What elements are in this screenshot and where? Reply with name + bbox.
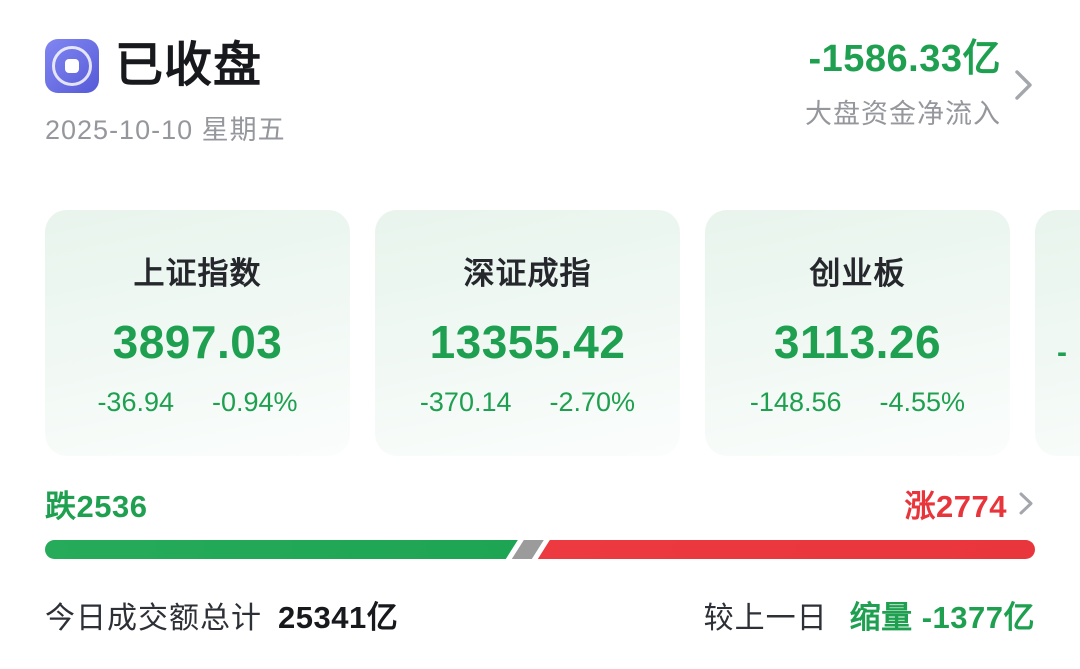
index-name: 深证成指 xyxy=(463,256,592,291)
breadth-bar-decliners xyxy=(45,540,518,559)
net-inflow-block[interactable]: -1586.33亿 大盘资金净流入 xyxy=(805,38,1035,131)
net-inflow-value: -1586.33亿 xyxy=(808,38,1001,80)
index-change-row: - xyxy=(1035,336,1080,370)
status-icon-ring xyxy=(52,46,92,86)
breadth-bar-advancers xyxy=(537,540,1035,559)
index-change-pct: -4.55% xyxy=(879,387,966,417)
market-status-block: 已收盘 2025-10-10 星期五 xyxy=(45,38,286,147)
index-card-shanghai-composite[interactable]: 上证指数 3897.03 -36.94 -0.94% xyxy=(45,210,350,456)
index-name: 创业板 xyxy=(809,256,906,291)
index-change: -36.94 xyxy=(97,387,174,417)
header: 已收盘 2025-10-10 星期五 -1586.33亿 大盘资金净流入 xyxy=(45,38,1035,147)
advancers-block[interactable]: 涨2774 xyxy=(905,481,1035,526)
index-change-row: -148.56 -4.55% xyxy=(750,387,965,418)
chevron-right-icon[interactable] xyxy=(1011,67,1035,103)
breadth-bar-divider xyxy=(512,540,544,559)
index-card-shenzhen-component[interactable]: 深证成指 13355.42 -370.14 -2.70% xyxy=(375,210,680,456)
compare-label: 较上一日 xyxy=(703,602,828,635)
index-value: 13355.42 xyxy=(429,316,626,368)
trade-date: 2025-10-10 星期五 xyxy=(45,115,286,145)
turnover-compare-block: 较上一日 缩量 -1377亿 xyxy=(704,592,1035,637)
index-change: -370.14 xyxy=(419,387,512,417)
breadth-bar xyxy=(45,540,1035,559)
status-icon-square xyxy=(65,59,79,73)
index-change: -148.56 xyxy=(749,387,842,417)
market-status-icon xyxy=(45,39,99,93)
breadth-labels-row: 跌2536 涨2774 xyxy=(45,481,1035,526)
index-change-row: -36.94 -0.94% xyxy=(97,387,297,418)
advancers-count: 涨2774 xyxy=(904,489,1007,524)
turnover-value: 25341亿 xyxy=(278,600,399,635)
turnover-label: 今日成交额总计 xyxy=(45,602,262,635)
index-card-partial[interactable]: - xyxy=(1035,210,1080,456)
compare-value: 缩量 -1377亿 xyxy=(849,600,1035,635)
index-card-chinext[interactable]: 创业板 3113.26 -148.56 -4.55% xyxy=(705,210,1010,456)
index-change-pct: -0.94% xyxy=(212,387,298,417)
index-change: - xyxy=(1057,336,1067,369)
chevron-right-icon[interactable] xyxy=(1017,490,1035,517)
turnover-row: 今日成交额总计 25341亿 较上一日 缩量 -1377亿 xyxy=(45,592,1035,637)
index-change-pct: -2.70% xyxy=(549,387,636,417)
turnover-total-block: 今日成交额总计 25341亿 xyxy=(45,592,398,637)
decliners-count: 跌2536 xyxy=(45,489,148,524)
index-value: 3113.26 xyxy=(773,316,942,368)
index-cards-row: 上证指数 3897.03 -36.94 -0.94% 深证成指 13355.42… xyxy=(45,210,1080,456)
market-status-title: 已收盘 xyxy=(115,39,263,92)
index-value: 3897.03 xyxy=(112,316,283,368)
index-name: 上证指数 xyxy=(133,256,262,291)
net-inflow-label: 大盘资金净流入 xyxy=(805,99,1001,129)
index-change-row: -370.14 -2.70% xyxy=(420,387,635,418)
